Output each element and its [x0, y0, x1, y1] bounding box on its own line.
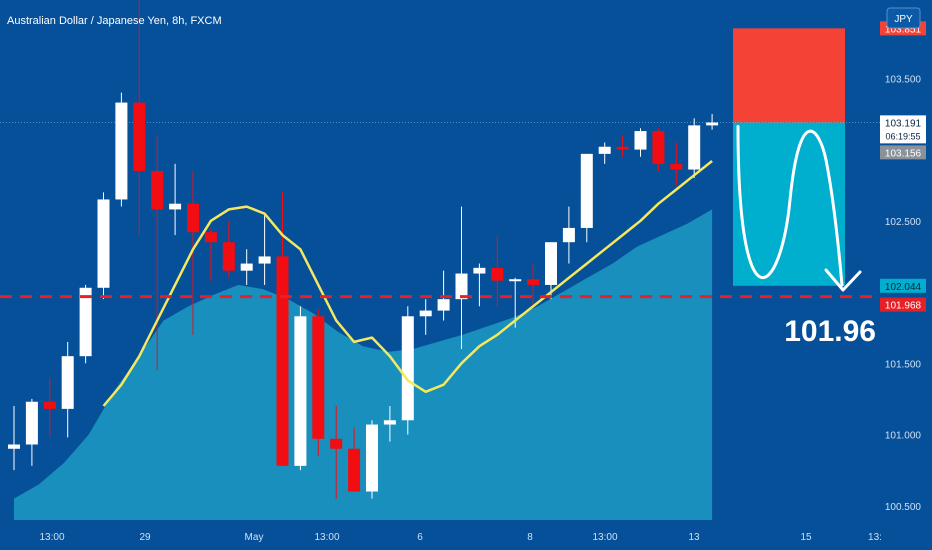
prev-price-label: 103.156	[885, 148, 922, 159]
stop-price-label: 103.851	[885, 24, 922, 35]
x-tick-label: 8	[527, 532, 533, 543]
candle-body	[294, 316, 307, 466]
x-tick-label: May	[245, 532, 264, 543]
x-tick-label: 13:00	[314, 532, 339, 543]
target-price-label: 102.044	[885, 282, 922, 293]
prev-price-label-bg	[880, 145, 926, 160]
projection-arrow-head	[824, 268, 862, 292]
candle-body	[258, 256, 271, 264]
volume-area-layer	[14, 209, 713, 520]
candle-body	[634, 131, 647, 150]
chart-title: Australian Dollar / Japanese Yen, 8h, FX…	[7, 15, 222, 27]
candle-body	[437, 299, 450, 311]
x-tick-label: 15	[800, 532, 812, 543]
current-price-label-bg	[880, 115, 926, 144]
x-tick-label: 13	[688, 532, 700, 543]
currency-button[interactable]	[886, 7, 921, 29]
candle-body	[330, 438, 343, 449]
projection-arrow	[736, 125, 844, 287]
candle-body	[79, 287, 92, 357]
candle-body	[598, 146, 611, 154]
candle-body	[509, 279, 522, 282]
candle-body	[187, 203, 199, 233]
candle-body	[222, 242, 235, 271]
candle-body	[8, 444, 20, 449]
current-price-label: 103.191	[885, 118, 922, 129]
candle-body	[473, 267, 486, 274]
x-tick-label: 29	[139, 532, 151, 543]
candle-body	[491, 267, 504, 281]
candle-body	[419, 310, 432, 317]
x-tick-label: 13:00	[592, 532, 617, 543]
projection-arrow-layer	[736, 125, 862, 292]
y-tick-label: 100.500	[885, 502, 922, 513]
candle-body	[348, 448, 361, 492]
y-tick-label: 102.500	[885, 217, 922, 228]
y-tick-label: 101.500	[885, 359, 922, 370]
target-annotation: 101.96	[784, 315, 876, 348]
candle-body	[169, 203, 182, 210]
level-price-label: 101.968	[885, 301, 922, 312]
y-tick-label: 103.500	[885, 74, 922, 85]
candle-body	[240, 263, 253, 271]
candle-body	[562, 227, 575, 243]
candle-body	[706, 122, 719, 126]
candle-body	[580, 153, 593, 228]
candle-body	[545, 242, 557, 285]
candle-body	[61, 356, 74, 409]
x-tick-label: 13:00	[39, 532, 64, 543]
candle-body	[383, 420, 396, 425]
candle-body	[25, 401, 38, 445]
candle-body	[366, 424, 378, 492]
candle-body	[133, 102, 146, 171]
area-series	[14, 209, 713, 520]
candle-body	[43, 401, 56, 409]
moving-average-layer	[102, 160, 713, 407]
candle-body	[652, 131, 665, 164]
x-tick-label: 13:	[868, 532, 882, 543]
countdown-label: 06:19:55	[885, 131, 920, 141]
candle-body	[616, 146, 629, 150]
x-tick-label: 6	[417, 532, 423, 543]
level-price-label-bg	[880, 297, 926, 312]
candle-body	[455, 273, 468, 300]
candle-body	[115, 102, 128, 200]
candle-body	[527, 279, 540, 285]
ema-line	[102, 160, 713, 407]
target-price-label-bg	[880, 278, 926, 293]
candlestick-series	[8, 0, 719, 499]
candle-body	[688, 125, 701, 170]
candle-body	[401, 316, 414, 421]
y-tick-label: 101.000	[885, 431, 922, 442]
candle-body	[276, 256, 289, 466]
candle-body	[151, 170, 164, 210]
candle-body	[312, 316, 325, 439]
candle-body	[204, 232, 217, 243]
axes-layer: 100.500 101.000 101.500 102.500 103.500 13:00…	[39, 21, 926, 543]
currency-label: JPY	[894, 14, 913, 25]
candle-body	[670, 163, 683, 170]
stop-loss-zone	[733, 28, 845, 123]
candle-body	[97, 199, 110, 288]
